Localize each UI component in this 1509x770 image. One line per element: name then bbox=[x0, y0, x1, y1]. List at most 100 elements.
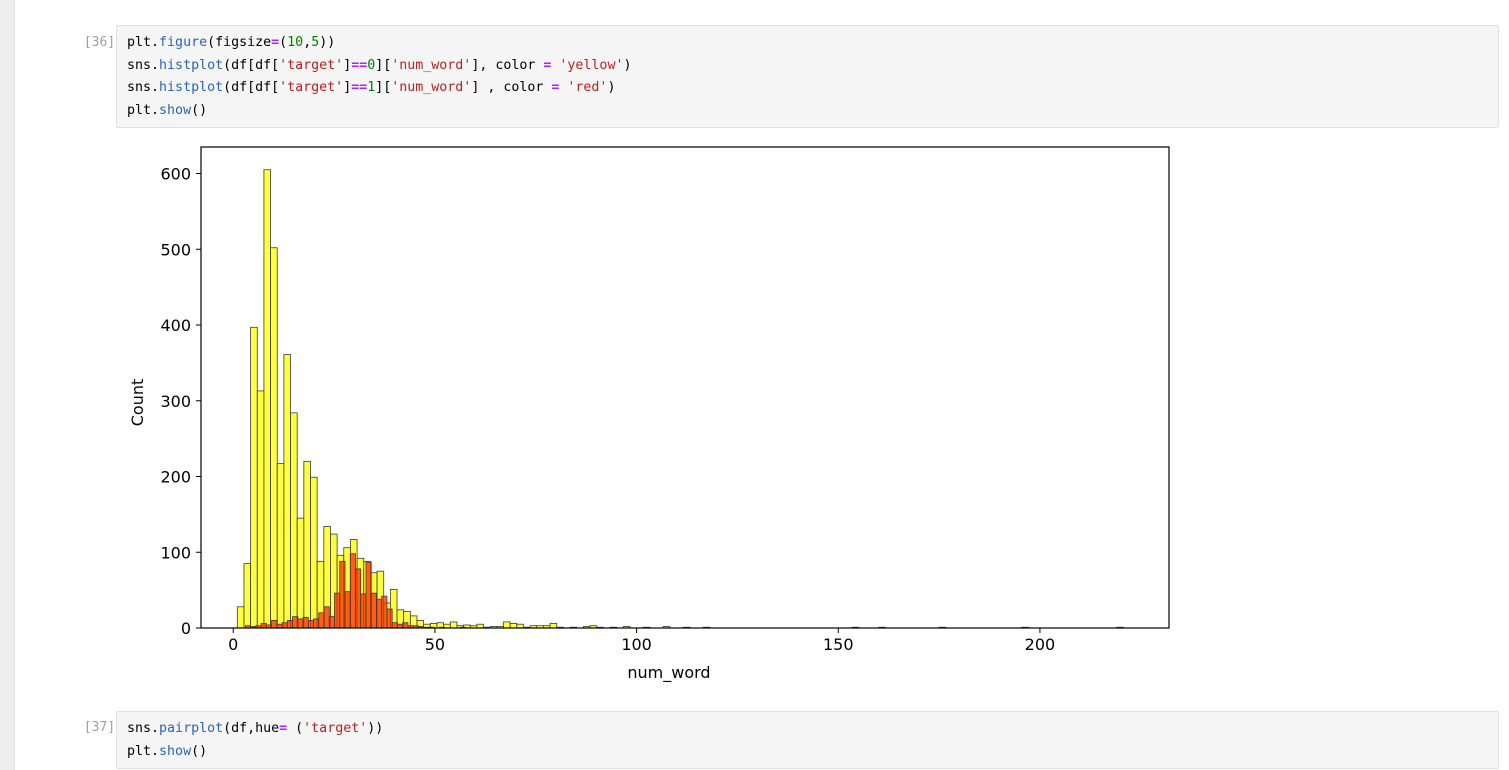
histogram-bar-target-0 bbox=[250, 326, 258, 629]
histogram-bar-target-0 bbox=[310, 476, 318, 629]
histogram-bar-target-0 bbox=[256, 390, 265, 629]
histogram-bar-target-1 bbox=[370, 592, 377, 629]
code-token: 'yellow' bbox=[559, 57, 624, 73]
x-tick-label: 100 bbox=[621, 635, 652, 654]
histogram-bar-target-1 bbox=[360, 593, 367, 629]
histogram-bar-target-0 bbox=[283, 354, 291, 629]
histogram-bar-target-0 bbox=[503, 621, 511, 629]
code-editor[interactable]: sns.pairplot(df,hue= ('target')) plt.show… bbox=[116, 711, 1499, 769]
histogram-bar-target-1 bbox=[349, 553, 356, 629]
code-token: . bbox=[151, 102, 160, 118]
code-token: . bbox=[151, 57, 160, 73]
code-token: ) bbox=[623, 57, 632, 73]
x-tick-label: 150 bbox=[823, 635, 854, 654]
code-token: . bbox=[151, 80, 160, 95]
x-axis-label: num_word bbox=[627, 663, 710, 683]
plot-frame bbox=[200, 146, 1170, 629]
histogram-bar-target-1 bbox=[307, 620, 314, 629]
code-token: plt bbox=[127, 743, 152, 759]
notebook-cell-37[interactable]: [37]: sns.pairplot(df,hue= ('target')) pl… bbox=[14, 700, 1509, 770]
histogram-bar-target-1 bbox=[386, 608, 393, 629]
code-token: 0 bbox=[367, 57, 376, 73]
y-tick-label: 400 bbox=[160, 316, 191, 335]
code-token: ][ bbox=[375, 57, 392, 73]
code-token: show bbox=[159, 743, 192, 759]
code-token: . bbox=[151, 721, 160, 736]
histogram-bar-target-0 bbox=[263, 169, 271, 629]
y-tick-label: 600 bbox=[160, 165, 191, 184]
histogram-bar-target-0 bbox=[270, 247, 278, 629]
code-token: = bbox=[551, 80, 560, 95]
histogram-bar-target-1 bbox=[313, 618, 320, 629]
histogram-bar-target-1 bbox=[376, 598, 383, 629]
histogram-bar-target-1 bbox=[302, 616, 309, 629]
cell-output-plot: 0 50 100 150 200 0 100 200 300 400 500 600 num_word C… bbox=[115, 131, 1185, 691]
notebook-cell-36[interactable]: [36]: plt.figure(figsize=(10,5)) sns.hist… bbox=[14, 0, 1509, 700]
histogram-bar-target-1 bbox=[355, 568, 362, 629]
code-line: plt.show() bbox=[127, 100, 1488, 123]
x-tick-label: 200 bbox=[1025, 635, 1056, 654]
code-token: ] bbox=[343, 80, 352, 95]
code-token: figure bbox=[159, 35, 208, 50]
histogram-bar-target-1 bbox=[318, 612, 325, 629]
histogram-bar-target-1 bbox=[365, 561, 372, 629]
histogram-bar-target-1 bbox=[402, 622, 409, 629]
code-token: (df[df[ bbox=[223, 57, 280, 73]
histogram-bar-target-1 bbox=[281, 622, 288, 629]
code-token: == bbox=[351, 57, 368, 73]
code-token: 'target' bbox=[279, 80, 344, 95]
code-token: show bbox=[159, 102, 192, 118]
code-token: == bbox=[351, 80, 368, 95]
code-token: ) bbox=[607, 80, 616, 95]
code-token: histplot bbox=[159, 80, 224, 95]
code-token: 1 bbox=[367, 80, 376, 95]
notebook-left-rail bbox=[0, 0, 15, 770]
code-token: sns bbox=[127, 721, 152, 736]
y-tick-label: 0 bbox=[181, 619, 191, 638]
code-token: plt bbox=[127, 35, 152, 50]
code-token: (figsize bbox=[207, 35, 272, 50]
histogram-bar-target-0 bbox=[449, 621, 458, 629]
x-tick-label: 0 bbox=[228, 635, 238, 654]
code-token: ( bbox=[287, 721, 304, 736]
code-token: 'num_word' bbox=[391, 57, 472, 73]
code-line: sns.pairplot(df,hue= ('target')) bbox=[127, 718, 1488, 741]
y-tick-label: 100 bbox=[160, 543, 191, 562]
histogram-bar-target-1 bbox=[391, 622, 398, 629]
code-editor[interactable]: plt.figure(figsize=(10,5)) sns.histplot(d… bbox=[116, 25, 1499, 128]
histogram-bar-target-0 bbox=[290, 412, 298, 629]
code-line: plt.figure(figsize=(10,5)) bbox=[127, 32, 1488, 55]
y-tick-label: 200 bbox=[160, 468, 191, 487]
code-token: ][ bbox=[375, 80, 392, 95]
cell-prompt: [36]: bbox=[83, 35, 123, 50]
code-token: () bbox=[191, 102, 208, 118]
code-token: (df[df[ bbox=[223, 80, 280, 95]
code-token: = bbox=[271, 35, 280, 50]
code-token: 'red' bbox=[567, 80, 608, 95]
histogram-bar-target-0 bbox=[276, 463, 285, 629]
code-token: sns bbox=[127, 57, 152, 73]
cell-prompt: [37]: bbox=[83, 720, 123, 735]
histogram-bar-target-0 bbox=[303, 460, 311, 629]
histogram-bar-target-1 bbox=[323, 606, 330, 629]
code-token: = bbox=[279, 721, 288, 736]
code-token: 'num_word' bbox=[391, 80, 472, 95]
code-token: ] , color bbox=[471, 80, 552, 95]
code-token: , bbox=[303, 35, 312, 50]
code-token: = bbox=[543, 57, 552, 73]
code-line: plt.show() bbox=[127, 741, 1488, 764]
histogram-bar-target-1 bbox=[339, 560, 346, 629]
code-token: () bbox=[191, 743, 208, 759]
code-token: pairplot bbox=[159, 721, 224, 736]
histogram-bar-target-1 bbox=[334, 592, 341, 629]
code-token: ( bbox=[279, 35, 288, 50]
code-token: . bbox=[151, 743, 160, 759]
y-axis-label: Count bbox=[128, 379, 147, 427]
histogram-bar-target-1 bbox=[297, 618, 304, 629]
code-token: 10 bbox=[287, 35, 304, 50]
code-token: . bbox=[151, 35, 160, 50]
histogram-bar-target-1 bbox=[292, 616, 299, 629]
histogram-bar-target-0 bbox=[549, 623, 558, 629]
histogram-bar-target-1 bbox=[344, 591, 351, 629]
histogram-bar-target-0 bbox=[243, 563, 252, 629]
